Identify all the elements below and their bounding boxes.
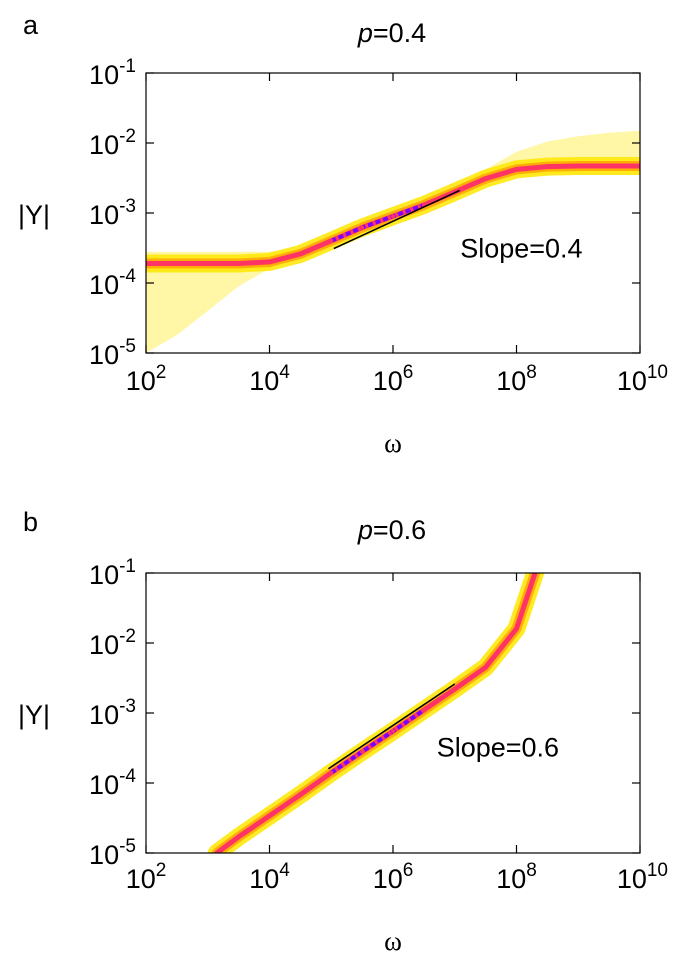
panel-letter: b [23, 507, 38, 537]
slope-reference-line [328, 683, 456, 770]
y-tick-label: 10-1 [89, 56, 136, 90]
y-tick-label: 10-5 [89, 336, 136, 370]
y-tick-label: 10-4 [89, 766, 136, 800]
data-point [236, 834, 241, 839]
data-point [514, 626, 519, 631]
x-tick-label: 106 [373, 860, 414, 894]
slope-reference-line [333, 189, 460, 250]
data-point [329, 238, 334, 243]
data-point [360, 225, 365, 230]
data-point [329, 770, 334, 775]
data-point [483, 665, 488, 670]
plot-area [207, 573, 545, 853]
x-tick-label: 102 [126, 860, 167, 894]
y-tick-label: 10-2 [89, 626, 136, 660]
data-point [298, 251, 303, 256]
data-point [545, 164, 550, 169]
data-point [514, 167, 519, 172]
x-axis-label: ω [384, 428, 402, 458]
slope-annotation: Slope=0.6 [437, 733, 559, 763]
data-point [298, 792, 303, 797]
chart-panel-b: Slope=0.6 102 104 106 108 1010 10-1 10-2 10-3 10-… [18, 507, 668, 956]
panel-title: p=0.6 [357, 515, 426, 545]
data-point [452, 687, 457, 692]
x-tick-label: 108 [496, 362, 537, 396]
y-tick-label: 10-2 [89, 126, 136, 160]
data-point [391, 729, 395, 734]
chart-panel-a: Slope=0.4 102 104 106 108 1010 10-1 10-2 10-3 10-… [18, 10, 668, 458]
y-tick-label: 10-4 [89, 266, 136, 300]
data-point [576, 163, 581, 168]
panel-title: p=0.4 [357, 18, 426, 48]
x-tick-label: 104 [249, 860, 290, 894]
series-core-line [330, 708, 426, 775]
data-point [174, 261, 179, 266]
series-core-line [330, 203, 425, 243]
x-tick-label: 106 [373, 362, 414, 396]
y-tick-label: 10-5 [89, 836, 136, 870]
ensemble-spread-band [146, 130, 640, 353]
plot-area [146, 130, 640, 353]
data-point [607, 163, 612, 168]
y-tick-label: 10-3 [89, 696, 136, 730]
y-axis-label: |Y| [18, 700, 50, 730]
x-tick-label: 1010 [617, 362, 668, 396]
x-tick-label: 102 [126, 362, 167, 396]
x-tick-label: 108 [496, 860, 537, 894]
y-tick-label: 10-1 [89, 556, 136, 590]
x-tick-label: 1010 [617, 860, 668, 894]
data-point [205, 261, 210, 266]
data-point [483, 176, 488, 181]
data-point [360, 749, 365, 754]
data-point [236, 261, 241, 266]
data-point [267, 813, 272, 818]
slope-annotation: Slope=0.4 [460, 234, 582, 264]
panel-letter: a [23, 10, 39, 40]
data-point [267, 259, 272, 264]
x-tick-label: 104 [249, 362, 290, 396]
series-mean-line [214, 573, 538, 853]
y-axis-label: |Y| [18, 200, 50, 230]
y-tick-label: 10-3 [89, 196, 136, 230]
data-point [391, 214, 395, 219]
data-point [421, 708, 426, 713]
x-axis-label: ω [384, 926, 402, 956]
